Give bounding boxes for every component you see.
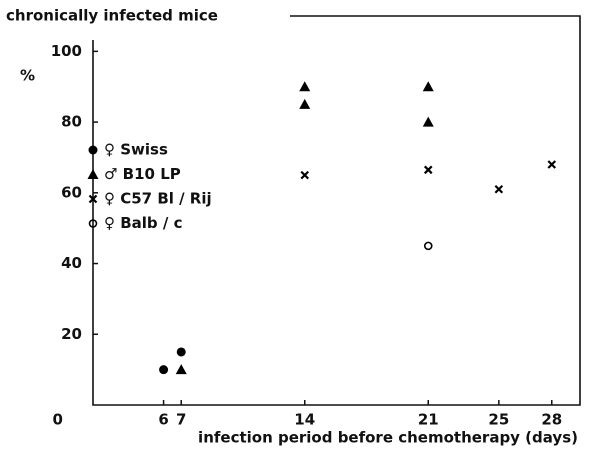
y-tick-label: 100: [51, 42, 82, 60]
point: [494, 185, 504, 194]
axis-frame: [92, 15, 581, 406]
point: [175, 364, 187, 375]
legend-label: ♀ Balb / c: [104, 214, 182, 232]
point: [299, 81, 311, 92]
point: [422, 81, 434, 92]
point: [176, 347, 186, 357]
point: [423, 165, 433, 175]
point: [422, 116, 434, 127]
x-tick-label: 7: [176, 411, 186, 429]
x-tick-label: 14: [294, 411, 315, 429]
point: [423, 241, 433, 251]
y-axis-label: %: [20, 67, 35, 85]
legend-marker: [88, 194, 98, 204]
point: [299, 98, 311, 109]
legend-label: ♀ C57 Bl / Rij: [104, 190, 212, 208]
legend-label: ♀ Swiss: [104, 141, 168, 159]
y-tick-label: 60: [61, 183, 82, 201]
point: [300, 170, 310, 180]
x-tick-label: 25: [488, 411, 509, 429]
chart-title: chronically infected mice: [6, 7, 218, 25]
x-tick-label: 6: [158, 411, 168, 429]
y-tick-label: 40: [61, 254, 82, 272]
x-tick-label: 28: [541, 411, 562, 429]
point: [547, 160, 557, 169]
x-axis-label: infection period before chemotherapy (da…: [198, 429, 578, 447]
legend-label: ♂ B10 LP: [104, 165, 181, 183]
x-tick-label: 0: [52, 411, 62, 429]
legend-marker: [87, 169, 99, 179]
legend-marker: [88, 145, 98, 155]
y-tick-label: 80: [61, 113, 82, 131]
y-tick-label: 20: [61, 325, 82, 343]
point: [159, 365, 169, 375]
x-tick-label: 21: [418, 411, 439, 429]
legend-marker: [88, 219, 98, 228]
